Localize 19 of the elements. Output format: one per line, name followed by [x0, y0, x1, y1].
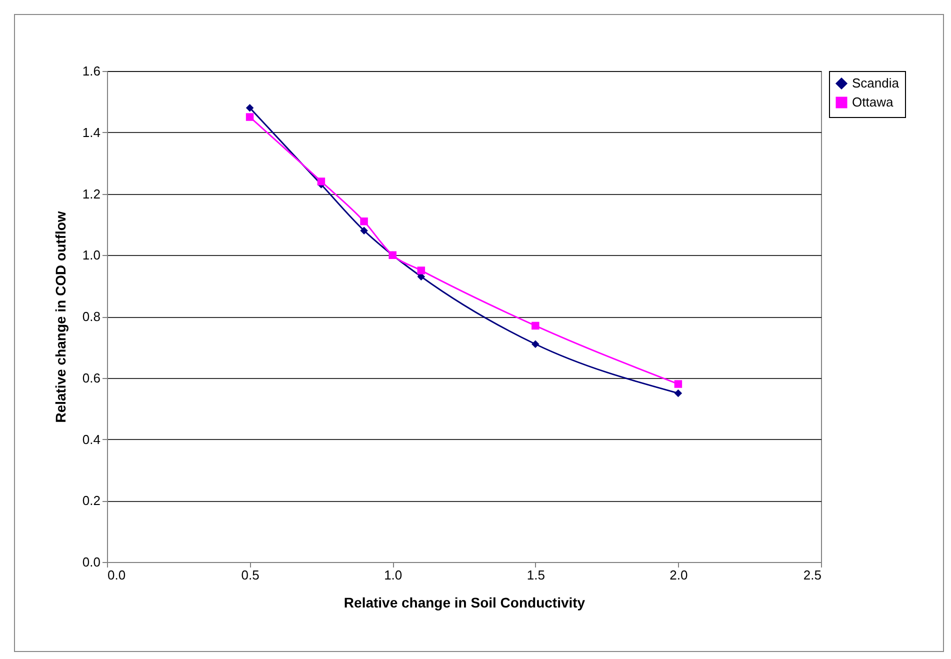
x-tick-label: 0.5 [241, 568, 260, 582]
legend-label: Ottawa [852, 94, 894, 110]
x-tick-label: 2.5 [803, 568, 822, 582]
y-axis-title: Relative change in COD outflow [52, 211, 68, 423]
y-tick-label: 1.0 [82, 248, 100, 263]
legend-label: Scandia [852, 76, 900, 90]
y-tick-label: 0.6 [82, 370, 100, 386]
y-tick-label: 1.4 [82, 124, 100, 140]
x-tick-label: 1.5 [526, 568, 545, 582]
y-tick-label: 0.2 [82, 493, 100, 508]
x-axis-title: Relative change in Soil Conductivity [344, 594, 586, 610]
y-tick-label: 0.8 [82, 309, 100, 324]
y-tick-label: 0.4 [82, 432, 100, 447]
x-tick-label: 1.0 [384, 568, 402, 582]
y-tick-label: 1.6 [82, 64, 100, 78]
y-tick-label: 0.0 [82, 554, 100, 570]
x-tick-label: 0.0 [108, 568, 126, 582]
y-tick-label: 1.2 [82, 186, 100, 202]
x-tick-label: 2.0 [670, 568, 688, 582]
